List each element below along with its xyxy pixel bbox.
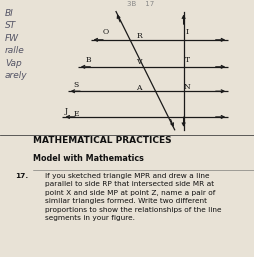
Text: E: E: [73, 110, 78, 118]
Text: I: I: [185, 28, 188, 36]
Text: N: N: [183, 83, 190, 91]
Text: 3B    17: 3B 17: [126, 1, 153, 7]
Text: R: R: [136, 32, 141, 40]
Text: If you sketched triangle MPR and drew a line
parallel to side RP that intersecte: If you sketched triangle MPR and drew a …: [44, 173, 220, 222]
Text: J: J: [64, 107, 67, 115]
Text: T: T: [184, 56, 189, 64]
Text: A: A: [136, 84, 141, 92]
Text: O: O: [102, 28, 108, 36]
Text: S: S: [74, 81, 79, 89]
Text: V: V: [136, 58, 141, 66]
Text: 17.: 17.: [15, 173, 28, 179]
Text: Model with Mathematics: Model with Mathematics: [33, 154, 144, 163]
Text: B: B: [86, 56, 91, 64]
Text: BI
ST
FW
ralle
Vap
arely: BI ST FW ralle Vap arely: [5, 9, 28, 80]
Text: MATHEMATICAL PRACTICES: MATHEMATICAL PRACTICES: [33, 136, 171, 145]
